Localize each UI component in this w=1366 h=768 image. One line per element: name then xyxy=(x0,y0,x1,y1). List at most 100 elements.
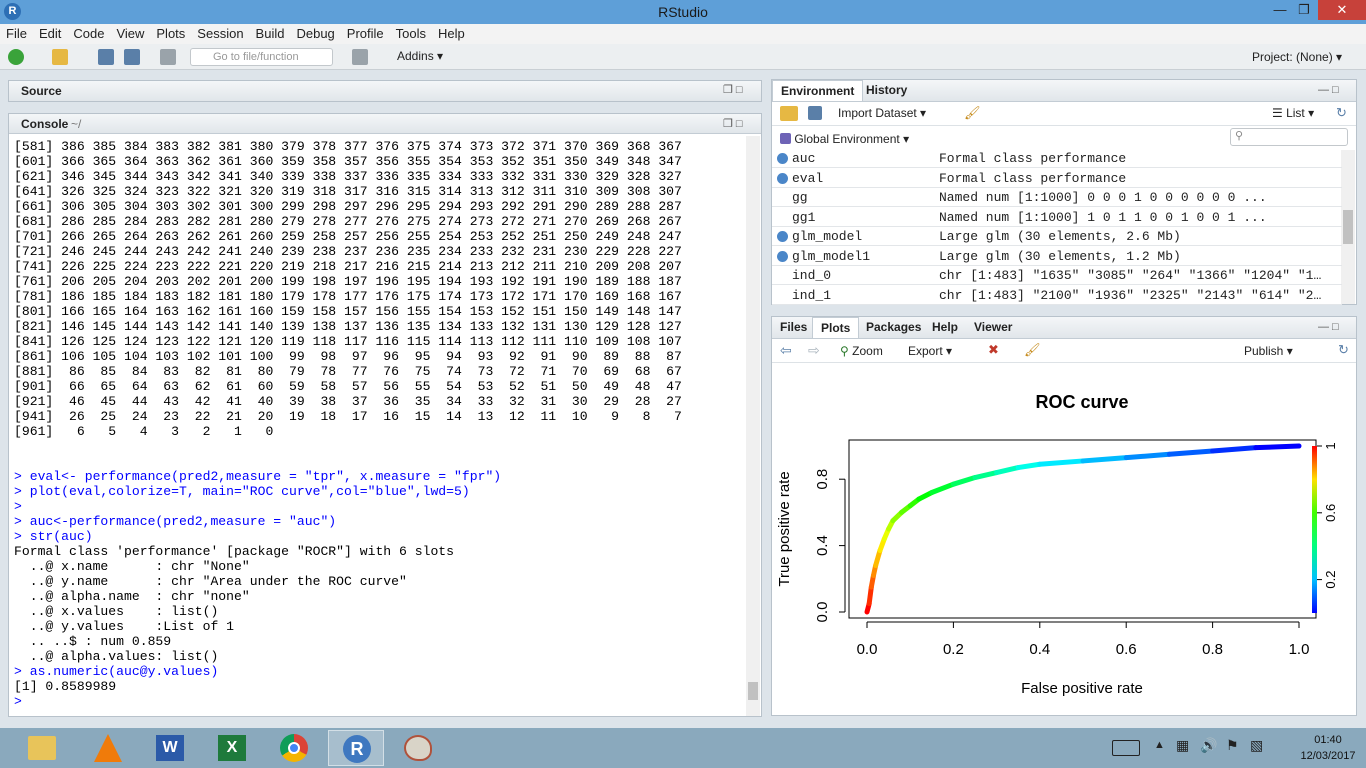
scope-label: Global Environment xyxy=(794,132,900,146)
export-button[interactable]: Export ▾ xyxy=(908,344,953,358)
clear-plots-icon[interactable]: 🖌 xyxy=(1024,342,1041,357)
menu-plots[interactable]: Plots xyxy=(156,26,186,41)
env-row-gg1[interactable]: gg1 Named num [1:1000] 1 0 1 1 0 0 1 0 0 … xyxy=(772,208,1342,227)
expand-object-icon[interactable] xyxy=(777,250,788,262)
project-menu[interactable]: Project: (None) ▾ xyxy=(1252,50,1343,64)
menu-file[interactable]: File xyxy=(6,26,27,41)
env-row-glm-model[interactable]: glm_model Large glm (30 elements, 2.6 Mb) xyxy=(772,227,1342,246)
tab-viewer[interactable]: Viewer xyxy=(974,320,1013,334)
expand-object-icon[interactable] xyxy=(777,231,788,242)
console-scroll-thumb[interactable] xyxy=(748,682,758,700)
console-line: ..@ y.name : chr "Area under the ROC cur… xyxy=(14,574,407,589)
goto-file-input[interactable]: Go to file/function xyxy=(190,48,333,66)
back-arrow-icon[interactable]: ⇦ xyxy=(780,342,792,358)
plots-minmax-icon[interactable]: —□ xyxy=(1318,321,1342,333)
console-line: ..@ x.values : list() xyxy=(14,604,219,619)
print-icon[interactable] xyxy=(160,49,176,65)
addins-menu[interactable]: Addins ▾ xyxy=(397,49,444,63)
tab-packages[interactable]: Packages xyxy=(866,320,922,334)
menu-tools[interactable]: Tools xyxy=(395,26,426,41)
refresh-icon[interactable]: ↻ xyxy=(1336,105,1347,120)
menu-session[interactable]: Session xyxy=(197,26,244,41)
save-workspace-icon[interactable] xyxy=(808,106,822,120)
taskbar-chrome[interactable] xyxy=(266,730,322,766)
plots-refresh-icon[interactable]: ↻ xyxy=(1338,342,1349,357)
expand-object-icon[interactable] xyxy=(777,172,788,184)
env-minmax-icon[interactable]: —□ xyxy=(1318,84,1342,96)
flag-icon[interactable]: ⚑ xyxy=(1226,737,1239,753)
network-icon[interactable]: ▦ xyxy=(1176,737,1190,753)
menu-edit[interactable]: Edit xyxy=(38,26,62,41)
console-line: ..@ y.values :List of 1 xyxy=(14,619,235,634)
env-var-name: glm_model xyxy=(792,229,863,244)
env-row-eval[interactable]: eval Formal class performance xyxy=(772,169,1342,188)
chrome-center-dot xyxy=(288,742,300,754)
env-var-value: Named num [1:1000] 1 0 1 1 0 0 1 0 0 1 .… xyxy=(939,209,1267,225)
env-scroll-thumb[interactable] xyxy=(1343,210,1353,244)
roc-segment xyxy=(972,470,1000,481)
menu-help[interactable]: Help xyxy=(438,26,465,41)
env-scrollbar[interactable] xyxy=(1341,150,1355,304)
new-file-icon[interactable] xyxy=(8,49,24,65)
clear-workspace-icon[interactable]: 🖌 xyxy=(964,105,981,120)
env-row-gg[interactable]: gg Named num [1:1000] 0 0 0 1 0 0 0 0 0 0… xyxy=(772,188,1342,207)
menu-build[interactable]: Build xyxy=(255,26,285,41)
console-output[interactable]: [581] 386 385 384 383 382 381 380 379 37… xyxy=(14,139,744,709)
minimize-button[interactable]: — xyxy=(1273,2,1287,17)
workspace-panes-icon[interactable] xyxy=(352,49,368,65)
scope-select[interactable]: Global Environment ▾ xyxy=(780,132,909,146)
maximize-button[interactable]: ❐ xyxy=(1298,2,1310,17)
import-dataset-button[interactable]: Import Dataset ▾ xyxy=(838,106,927,120)
tab-files[interactable]: Files xyxy=(780,320,808,334)
taskbar-paint[interactable] xyxy=(390,730,446,766)
taskbar-file-explorer[interactable] xyxy=(14,730,70,766)
save-all-icon[interactable] xyxy=(124,49,140,65)
taskbar-word[interactable]: W xyxy=(142,730,198,766)
publish-button[interactable]: Publish ▾ xyxy=(1244,344,1293,358)
volume-icon[interactable]: 🔊 xyxy=(1200,737,1218,753)
zoom-button[interactable]: ⚲ Zoom xyxy=(840,344,883,358)
system-clock[interactable]: 01:40 12/03/2017 xyxy=(1300,732,1356,764)
menu-debug[interactable]: Debug xyxy=(296,26,335,41)
taskbar-rstudio[interactable]: R xyxy=(328,730,384,766)
console-line: [781] 186 185 184 183 182 181 180 179 17… xyxy=(14,289,682,304)
load-workspace-icon[interactable] xyxy=(780,106,798,121)
console-scrollbar[interactable] xyxy=(746,136,760,716)
remove-plot-icon[interactable]: ✖ xyxy=(988,342,999,357)
roc-segment xyxy=(866,584,874,607)
tab-plots[interactable]: Plots xyxy=(812,317,860,338)
env-row-ind-1[interactable]: ind_1 chr [1:483] "2100" "1936" "2325" "2… xyxy=(772,286,1342,305)
menu-view[interactable]: View xyxy=(116,26,145,41)
console-line: [721] 246 245 244 243 242 241 240 239 23… xyxy=(14,244,682,259)
console-line: > eval<- performance(pred2,measure = "tp… xyxy=(14,469,502,484)
menu-profile[interactable]: Profile xyxy=(346,26,384,41)
tab-environment[interactable]: Environment xyxy=(772,80,864,101)
global-env-icon xyxy=(780,133,791,144)
view-mode-select[interactable]: ☰ List ▾ xyxy=(1272,106,1315,120)
console-minmax-icon[interactable]: ❐□ xyxy=(723,118,746,130)
tab-help[interactable]: Help xyxy=(932,320,959,334)
console-line xyxy=(14,454,744,469)
source-label: Source xyxy=(21,84,62,98)
save-icon[interactable] xyxy=(98,49,114,65)
env-row-ind-0[interactable]: ind_0 chr [1:483] "1635" "3085" "264" "13… xyxy=(772,266,1342,285)
x-tick-label: 0.6 xyxy=(1116,641,1137,658)
show-hidden-icons[interactable]: ▲ xyxy=(1154,739,1165,751)
source-minmax-icon[interactable]: ❐□ xyxy=(723,84,746,96)
keyboard-icon[interactable] xyxy=(1112,740,1140,756)
taskbar-vlc[interactable] xyxy=(80,730,136,766)
colorbar-tick-label: 0.2 xyxy=(1323,571,1338,589)
action-center-icon[interactable]: ▧ xyxy=(1250,737,1264,753)
close-button[interactable]: ✕ xyxy=(1318,0,1366,20)
env-search-input[interactable]: ⚲ xyxy=(1230,128,1348,146)
taskbar-excel[interactable]: X xyxy=(204,730,260,766)
open-file-icon[interactable] xyxy=(52,49,68,65)
tab-history[interactable]: History xyxy=(866,83,908,97)
env-row-glm-model1[interactable]: glm_model1 Large glm (30 elements, 1.2 Mb… xyxy=(772,247,1342,266)
expand-object-icon[interactable] xyxy=(777,153,788,164)
clock-date: 12/03/2017 xyxy=(1300,750,1356,762)
env-row-auc[interactable]: auc Formal class performance xyxy=(772,149,1342,168)
forward-arrow-icon[interactable]: ⇨ xyxy=(808,342,820,358)
roc-segment xyxy=(1166,448,1216,457)
menu-code[interactable]: Code xyxy=(73,26,105,41)
